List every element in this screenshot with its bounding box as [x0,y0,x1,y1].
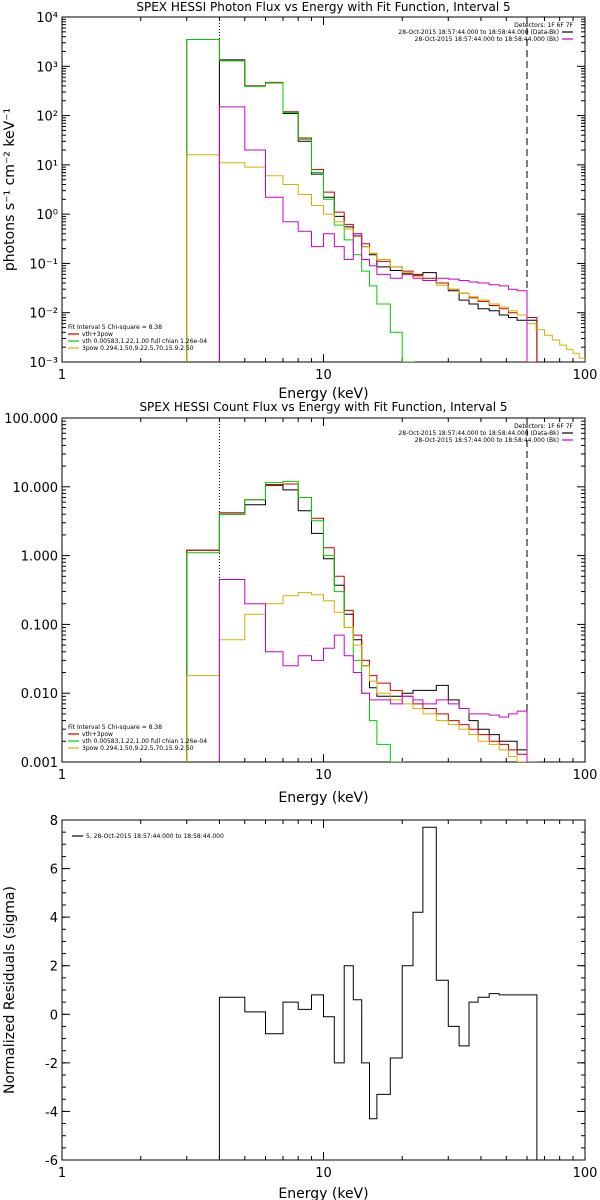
x-tick-label: 100 [573,1166,598,1181]
y-tick-label: 2 [50,960,58,975]
x-tick-label: 1 [58,768,66,783]
y-axis-label: photons s⁻¹ cm⁻² keV⁻¹ [2,108,18,271]
y-tick-label: -2 [45,1057,58,1072]
x-tick-label: 10 [315,368,332,383]
legend-text: Detectors: 1F 6F 7F [514,22,573,29]
x-tick-label: 1 [58,368,66,383]
x-axis-label: Energy (keV) [278,386,368,402]
y-tick-label: 10⁰ [36,208,58,223]
series-group [186,480,538,762]
legend-text: vth 0.00583,1.22,1.00 full chian 1.26e-0… [82,338,207,345]
y-tick-label: 6 [50,863,58,878]
series-line-1 [186,39,538,362]
residuals-panel: 1 10 100 Energy (keV) -6 -4 -2 0 2 4 6 8 Normalized … [2,814,597,1200]
legend-text: 28-Oct-2015 18:57:44.000 to 18:58:44.000… [398,430,559,437]
y-tick-label: -6 [45,1154,58,1169]
x-tick-label: 10 [315,1166,332,1181]
plot-frame [61,819,586,1161]
y-tick-label: 100.000 [4,412,58,427]
y-tick-label: -4 [45,1105,58,1120]
series-line-2 [186,39,415,362]
y-tick-label: 4 [50,911,58,926]
x-tick-label: 100 [573,368,598,383]
y-tick-label: 0.010 [21,687,58,702]
x-axis-label: Energy (keV) [278,790,368,806]
series-line-2 [186,480,405,762]
legend-text: 28-Oct-2015 18:57:44.000 to 18:58:44.000… [398,29,559,36]
chart-title: SPEX HESSI Photon Flux vs Energy with Fi… [136,0,510,14]
y-tick-label: 0 [50,1008,58,1023]
legend-text: 28-Oct-2015 18:57:44.000 to 18:58:44.000… [415,36,559,43]
legend-text: vth+3pow [82,331,113,338]
chart-title: SPEX HESSI Count Flux vs Energy with Fit… [139,400,507,414]
legend-text: 3pow 0.294,1.50,9.22,5.70,15.9,2.50 [82,745,194,752]
x-tick-label: 100 [573,768,598,783]
y-tick-label: 0.001 [21,756,58,771]
legend-text: 28-Oct-2015 18:57:44.000 to 18:58:44.000… [415,437,559,444]
count-flux-panel: SPEX HESSI Count Flux vs Energy with Fit… [4,400,597,806]
y-tick-label: 10⁻² [29,307,58,322]
legend-text: Fit Interval 5 Chi-square = 8.38 [68,724,162,731]
legend-text: 5, 28-Oct-2015 18:57:44.000 to 18:58:44.… [86,833,224,840]
x-axis: 1 10 100 Energy (keV) [58,17,598,402]
y-tick-label: 10² [36,110,58,125]
y-tick-label: 10⁻³ [29,356,58,371]
series-group [186,39,585,362]
legend-bottom: Fit Interval 5 Chi-square = 8.38vth+3pow… [68,324,207,352]
y-axis: 10⁻³ 10⁻² 10⁻¹ 10⁰ 10¹ 10² 10³ 10⁴ photons s⁻¹ c… [2,11,585,371]
legend-bottom: Fit Interval 5 Chi-square = 8.38vth+3pow… [68,724,207,752]
series-line-4 [218,579,538,762]
y-tick-label: 8 [50,814,58,829]
x-tick-label: 10 [315,768,332,783]
legend-top: 5, 28-Oct-2015 18:57:44.000 to 18:58:44.… [72,833,224,840]
legend-text: Fit Interval 5 Chi-square = 8.38 [68,324,162,331]
y-tick-label: 1.000 [21,550,58,565]
y-tick-label: 10⁴ [36,11,58,26]
series-line-1 [186,483,538,762]
y-tick-label: 10¹ [36,159,58,174]
y-tick-label: 10³ [36,60,58,75]
y-axis: -6 -4 -2 0 2 4 6 8 Normalized Residuals (sigma) [2,814,585,1169]
legend-text: 3pow 0.294,1.50,9.22,5.70,15.9,2.50 [82,345,194,352]
y-tick-label: 0.100 [21,618,58,633]
y-axis: 0.001 0.010 0.100 1.000 10.000 100.000 [4,412,585,771]
y-tick-label: 10.000 [13,481,59,496]
series-line-0 [186,484,538,762]
x-axis-label: Energy (keV) [278,1186,368,1200]
series-line-0 [218,826,538,1160]
y-axis-label: Normalized Residuals (sigma) [2,886,18,1094]
x-axis: 1 10 100 Energy (keV) [58,820,598,1200]
plot-frame [61,417,586,763]
photon-flux-panel: SPEX HESSI Photon Flux vs Energy with Fi… [2,0,597,402]
series-line-4 [218,106,538,362]
legend-text: vth 0.00583,1.22,1.00 full chian 1.26e-0… [82,738,207,745]
y-tick-label: 10⁻¹ [29,257,58,272]
series-group [218,826,538,1160]
x-tick-label: 1 [58,1166,66,1181]
legend-text: Detectors: 1F 6F 7F [514,423,573,430]
legend-text: vth+3pow [82,731,113,738]
series-line-0 [218,59,538,362]
